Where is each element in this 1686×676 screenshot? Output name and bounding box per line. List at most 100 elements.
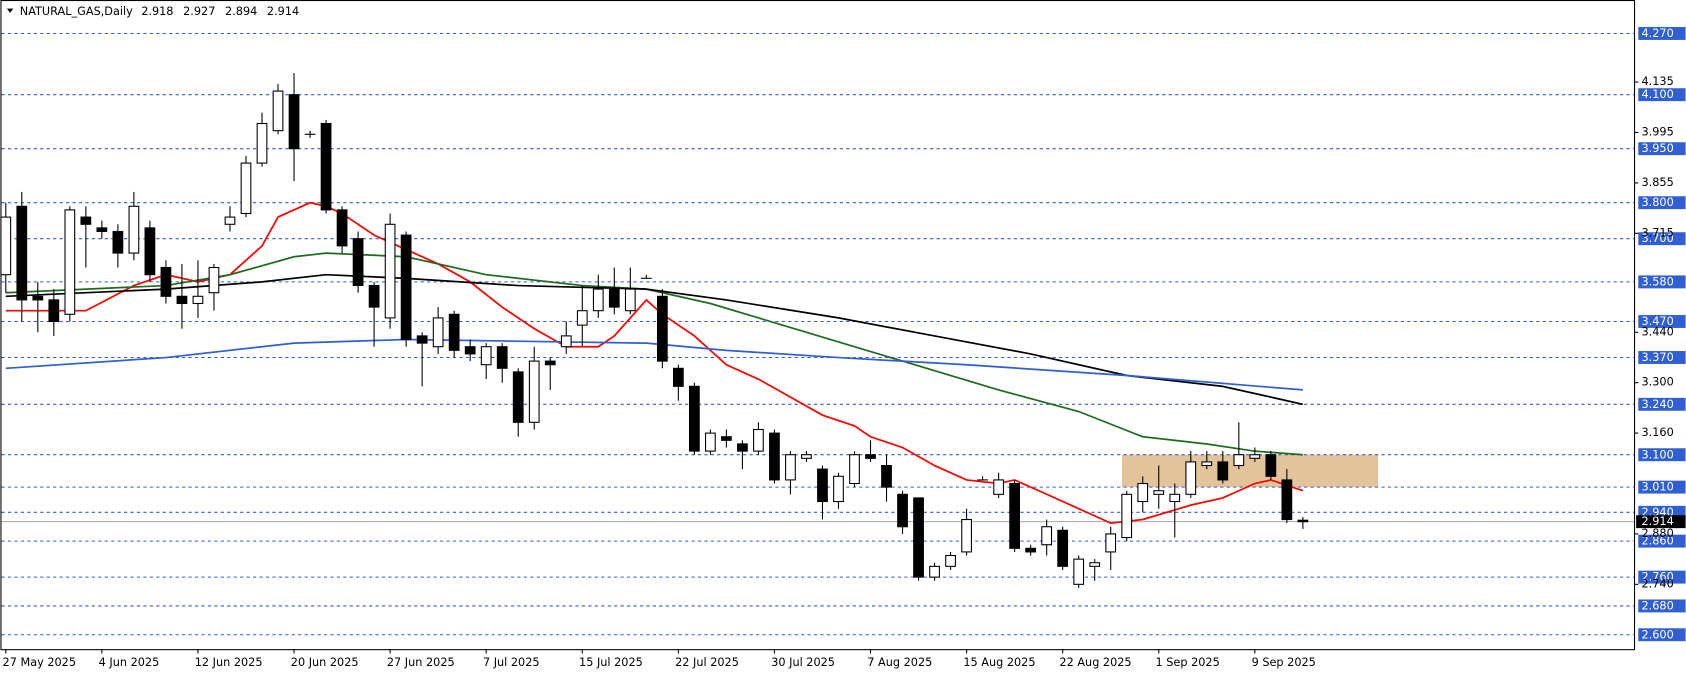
- candle-body: [336, 209, 348, 247]
- level-label-box: [1638, 315, 1686, 328]
- header-value: 2.914: [267, 5, 299, 18]
- candle-body: [785, 454, 796, 481]
- candle-body: [16, 205, 28, 301]
- x-tick-label: 12 Jun 2025: [195, 656, 263, 669]
- candle-body: [128, 205, 140, 254]
- y-tick-label: 3.855: [1642, 176, 1674, 189]
- header-value: 2.927: [183, 5, 215, 18]
- candle-body: [192, 295, 204, 305]
- candle-body: [224, 216, 236, 225]
- x-tick-label: 15 Aug 2025: [963, 656, 1035, 669]
- candle-body: [897, 493, 908, 528]
- level-label: 2.600: [1642, 628, 1674, 641]
- average-line: [5, 252, 1303, 456]
- level-label-box: [1638, 351, 1686, 364]
- level-label: 3.370: [1642, 351, 1674, 364]
- candle-body: [881, 464, 892, 488]
- candle-body: [256, 122, 268, 164]
- candle-body: [80, 216, 92, 225]
- candle-body: [672, 367, 684, 387]
- candle-body: [1073, 558, 1085, 585]
- front-layer: 2.918 2.927 2.894 2.914 4.270 4.100 3.950 3.800…: [0, 5, 1686, 669]
- candle-body: [656, 295, 668, 362]
- level-label-box: [1638, 534, 1686, 548]
- candle-body: [240, 162, 252, 215]
- candle-body: [688, 385, 700, 452]
- candle-body: [1105, 533, 1117, 553]
- candle-body: [1297, 519, 1309, 523]
- candle-body: [1201, 461, 1213, 467]
- candle-body: [176, 295, 188, 305]
- candle-body: [1009, 482, 1021, 549]
- x-tick-label: 1 Sep 2025: [1156, 656, 1220, 669]
- y-tick-label: 2.740: [1642, 577, 1674, 590]
- candle-body: [384, 223, 396, 319]
- x-tick-label: 9 Sep 2025: [1252, 656, 1316, 669]
- candle-body: [1169, 493, 1181, 503]
- level-label: 4.270: [1642, 27, 1674, 40]
- y-tick-label: 3.160: [1642, 426, 1674, 439]
- candle-body: [512, 371, 524, 423]
- level-label: 3.700: [1642, 232, 1674, 245]
- candle-body: [144, 227, 156, 276]
- average-line: [5, 338, 1303, 391]
- y-tick-label: 2.880: [1642, 527, 1674, 540]
- chart-title: NATURAL_GAS,Daily: [20, 5, 133, 18]
- level-label: 3.580: [1642, 275, 1674, 288]
- level-label: 2.680: [1642, 599, 1674, 612]
- level-label-box: [1638, 232, 1686, 246]
- candle-body: [721, 436, 732, 441]
- candle-body: [865, 454, 876, 459]
- candle-body: [608, 288, 620, 308]
- candle-body: [368, 284, 380, 308]
- level-label-box: [1638, 275, 1686, 289]
- candle-body: [32, 295, 44, 301]
- candle-body: [448, 313, 460, 351]
- candle-body: [624, 288, 636, 312]
- y-tick-label: 4.135: [1642, 75, 1674, 88]
- level-label-box: [1638, 27, 1686, 40]
- y-tick-label: 3.300: [1642, 376, 1674, 389]
- x-tick-label: 27 May 2025: [3, 656, 76, 669]
- y-tick-label: 3.715: [1642, 226, 1674, 239]
- candle-body: [737, 443, 748, 452]
- candle-body: [464, 346, 476, 355]
- level-label: 3.470: [1642, 315, 1674, 328]
- x-tick-label: 20 Jun 2025: [291, 656, 359, 669]
- candle-body: [272, 90, 284, 132]
- candle-body: [1185, 461, 1197, 495]
- candle-body: [432, 317, 444, 348]
- x-tick-label: 22 Jul 2025: [675, 656, 739, 669]
- level-label-box: [1638, 142, 1686, 156]
- level-label: 3.950: [1642, 142, 1674, 155]
- candle-body: [288, 94, 300, 150]
- candle-body: [1137, 482, 1149, 503]
- x-tick-label: 22 Aug 2025: [1059, 656, 1131, 669]
- y-tick-label: 3.995: [1642, 125, 1674, 138]
- candle-body: [753, 428, 764, 452]
- level-label-box: [1638, 196, 1686, 210]
- candle-body: [48, 299, 60, 323]
- level-label-box: [1638, 88, 1686, 102]
- current-price-box: [1636, 515, 1686, 529]
- level-label-box: [1638, 628, 1686, 642]
- candle-body: [320, 122, 332, 211]
- current-price-label: 2.914: [1642, 515, 1674, 528]
- candle-body: [96, 227, 108, 233]
- level-label: 3.800: [1642, 196, 1674, 209]
- level-label: 2.860: [1642, 535, 1674, 548]
- header-value: 2.894: [225, 5, 257, 18]
- x-tick-label: 27 Jun 2025: [387, 656, 455, 669]
- candle-body: [480, 346, 492, 366]
- candle-body: [1025, 547, 1037, 553]
- plot-frame: [0, 0, 1636, 651]
- candle-body: [1121, 493, 1133, 539]
- header-value: 2.918: [141, 5, 173, 18]
- menu-arrow[interactable]: [6, 8, 14, 13]
- average-line: [5, 201, 1304, 525]
- candle-body: [993, 479, 1004, 495]
- level-label-box: [1638, 480, 1686, 494]
- candle-body: [560, 335, 572, 348]
